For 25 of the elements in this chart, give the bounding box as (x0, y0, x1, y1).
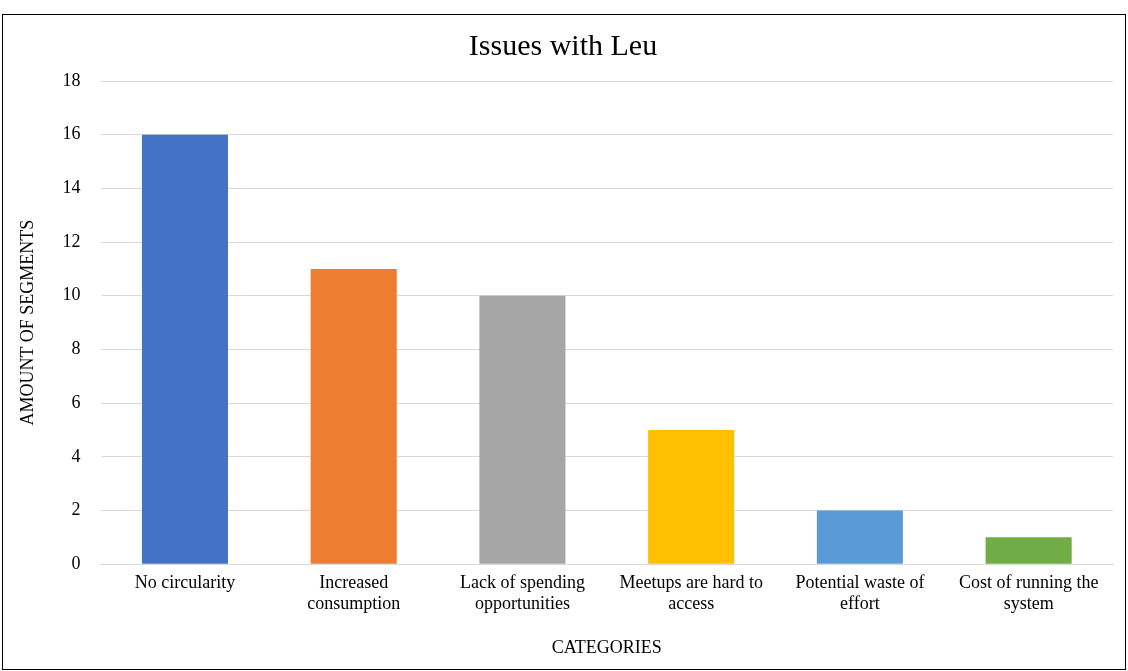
bar (310, 268, 397, 564)
y-tick-label: 14 (62, 177, 81, 198)
y-tick-label: 10 (62, 284, 81, 305)
x-tick-label: Increased consumption (307, 571, 401, 614)
y-axis-title: AMOUNT OF SEGMENTS (16, 219, 37, 426)
chart-title: Issues with Leu (468, 27, 658, 61)
y-tick-label: 8 (71, 338, 81, 359)
bar (141, 134, 228, 564)
x-tick-label: Potential waste of effort (795, 571, 925, 614)
y-tick-label: 12 (62, 230, 81, 251)
x-axis-title: CATEGORIES (551, 636, 662, 657)
y-tick-label: 16 (62, 123, 81, 144)
bar (479, 295, 566, 564)
bar (648, 429, 735, 564)
y-tick-label: 4 (71, 445, 81, 466)
y-tick-label: 2 (71, 499, 81, 520)
bar (816, 510, 903, 564)
x-tick-label: No circularity (134, 571, 236, 592)
x-tick-label: Meetups are hard to access (619, 571, 763, 614)
x-tick-label: Lack of spending opportunities (459, 571, 585, 614)
y-tick-label: 6 (71, 391, 81, 412)
x-tick-label: Cost of running the system (958, 571, 1099, 614)
bar (985, 537, 1072, 564)
y-tick-label: 0 (71, 552, 81, 573)
y-tick-label: 18 (62, 69, 81, 90)
